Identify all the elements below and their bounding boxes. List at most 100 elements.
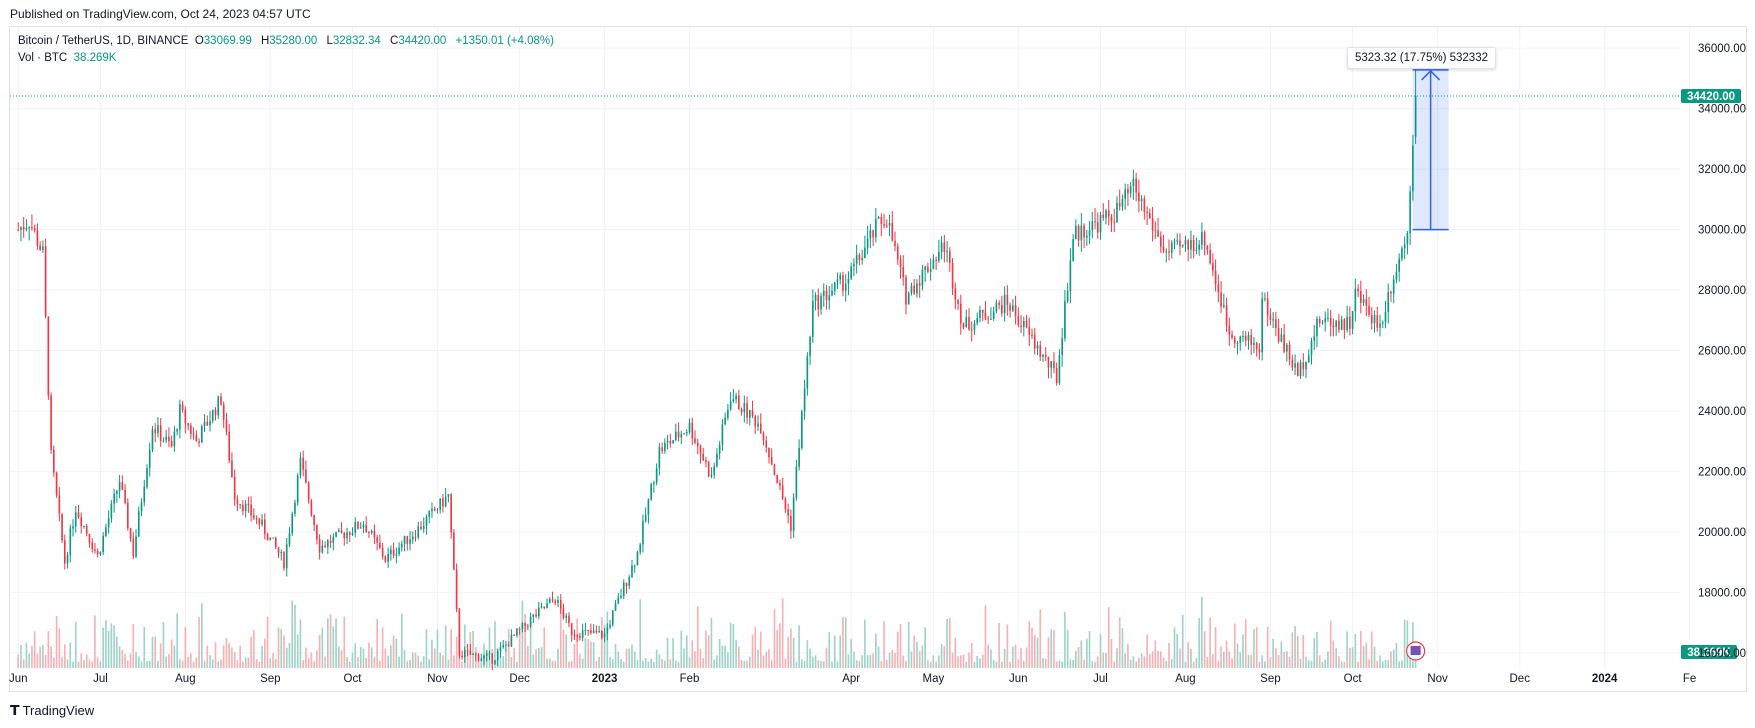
candle-body: [653, 482, 655, 485]
candle-body: [754, 416, 757, 427]
volume-bar: [1338, 656, 1340, 668]
candle-body: [910, 285, 913, 293]
volume-legend: Vol · BTC 38.269K: [18, 52, 116, 64]
candle-body: [1222, 305, 1225, 307]
candle-body: [1165, 251, 1168, 253]
volume-bar: [617, 651, 620, 668]
volume-bar: [746, 660, 748, 668]
volume-bar: [450, 629, 452, 668]
volume-bar: [1346, 631, 1348, 668]
volume-bar: [677, 661, 680, 668]
volume-bar: [1170, 659, 1173, 668]
candle-body: [110, 503, 113, 519]
volume-bar: [724, 645, 726, 668]
volume-bar: [661, 658, 663, 668]
candle-body: [203, 421, 206, 427]
volume-bar: [557, 648, 559, 668]
volume-bar: [790, 628, 792, 668]
volume-bar: [696, 606, 699, 668]
candle-body: [1190, 239, 1192, 250]
candle-body: [746, 402, 748, 418]
footer-brand[interactable]: TradingView: [22, 703, 95, 718]
volume-bar: [162, 622, 165, 668]
candle-body: [869, 230, 872, 239]
candle-body: [1398, 258, 1401, 272]
volume-bar: [239, 645, 241, 668]
volume-bar: [1370, 631, 1373, 668]
volume-bar: [768, 649, 770, 668]
volume-bar: [211, 659, 214, 668]
candle-body: [1203, 232, 1206, 246]
candle-body: [601, 631, 603, 638]
candle-body: [395, 554, 398, 556]
candle-body: [1201, 232, 1203, 245]
candle-body: [179, 404, 181, 430]
candle-body: [1170, 242, 1173, 253]
candle-body: [99, 551, 102, 555]
chart-frame[interactable]: [9, 26, 1747, 692]
volume-bar: [910, 651, 913, 668]
volume-bar: [140, 661, 143, 668]
candle-body: [1296, 363, 1299, 376]
candle-body: [253, 515, 255, 519]
volume-bar: [316, 650, 318, 668]
candle-body: [748, 410, 751, 418]
volume-bar: [44, 654, 47, 668]
candle-body: [762, 433, 765, 441]
volume-bar: [1050, 629, 1053, 668]
volume-bar: [58, 628, 61, 668]
overlays: 34420.00 38.269K: [10, 69, 1741, 661]
candle-body: [894, 240, 896, 247]
candle-body: [107, 518, 110, 528]
volume-bar: [948, 618, 951, 668]
candle-body: [1099, 214, 1102, 233]
volume-bars: [17, 596, 1417, 668]
volume-bar: [853, 651, 855, 668]
volume-bar: [269, 658, 272, 668]
candle-body: [724, 417, 726, 425]
candle-body: [685, 431, 688, 434]
volume-bar: [187, 656, 189, 668]
candle-body: [524, 622, 526, 626]
candle-body: [738, 395, 740, 409]
volume-bar: [118, 646, 121, 668]
candle-body: [513, 634, 515, 636]
candle-body: [1212, 263, 1214, 271]
candle-body: [768, 447, 770, 458]
volume-bar: [1335, 648, 1337, 668]
candle-body: [576, 635, 579, 637]
candle-body: [102, 535, 104, 552]
candle-body: [1373, 315, 1376, 324]
volume-bar: [625, 648, 628, 668]
candle-body: [636, 552, 639, 566]
volume-bar: [1203, 631, 1206, 668]
volume-bar: [272, 653, 274, 668]
candle-body: [305, 469, 307, 483]
candle-body: [348, 532, 351, 535]
candle-body: [42, 246, 44, 250]
time-tick-label: Sep: [260, 673, 280, 685]
candle-body: [442, 498, 444, 507]
volume-bar: [461, 661, 463, 668]
time-tick-label: May: [923, 673, 945, 685]
candle-body: [948, 251, 951, 263]
volume-bar: [935, 661, 937, 668]
candle-body: [1401, 248, 1403, 259]
volume-bar: [537, 648, 540, 668]
candle-body: [96, 550, 99, 555]
candle-body: [666, 440, 669, 443]
volume-bar: [831, 661, 833, 668]
candle-body: [609, 624, 611, 628]
candle-body: [44, 246, 47, 317]
volume-bar: [765, 651, 768, 668]
volume-bar: [932, 655, 935, 668]
volume-bar: [905, 661, 907, 668]
volume-bar: [296, 634, 299, 668]
candle-body: [833, 282, 836, 291]
candle-body: [1138, 192, 1140, 202]
volume-bar: [839, 635, 842, 668]
tradingview-logo-icon[interactable]: 𝗧: [10, 702, 20, 718]
candle-body: [1392, 279, 1395, 294]
volume-bar: [1012, 646, 1014, 668]
